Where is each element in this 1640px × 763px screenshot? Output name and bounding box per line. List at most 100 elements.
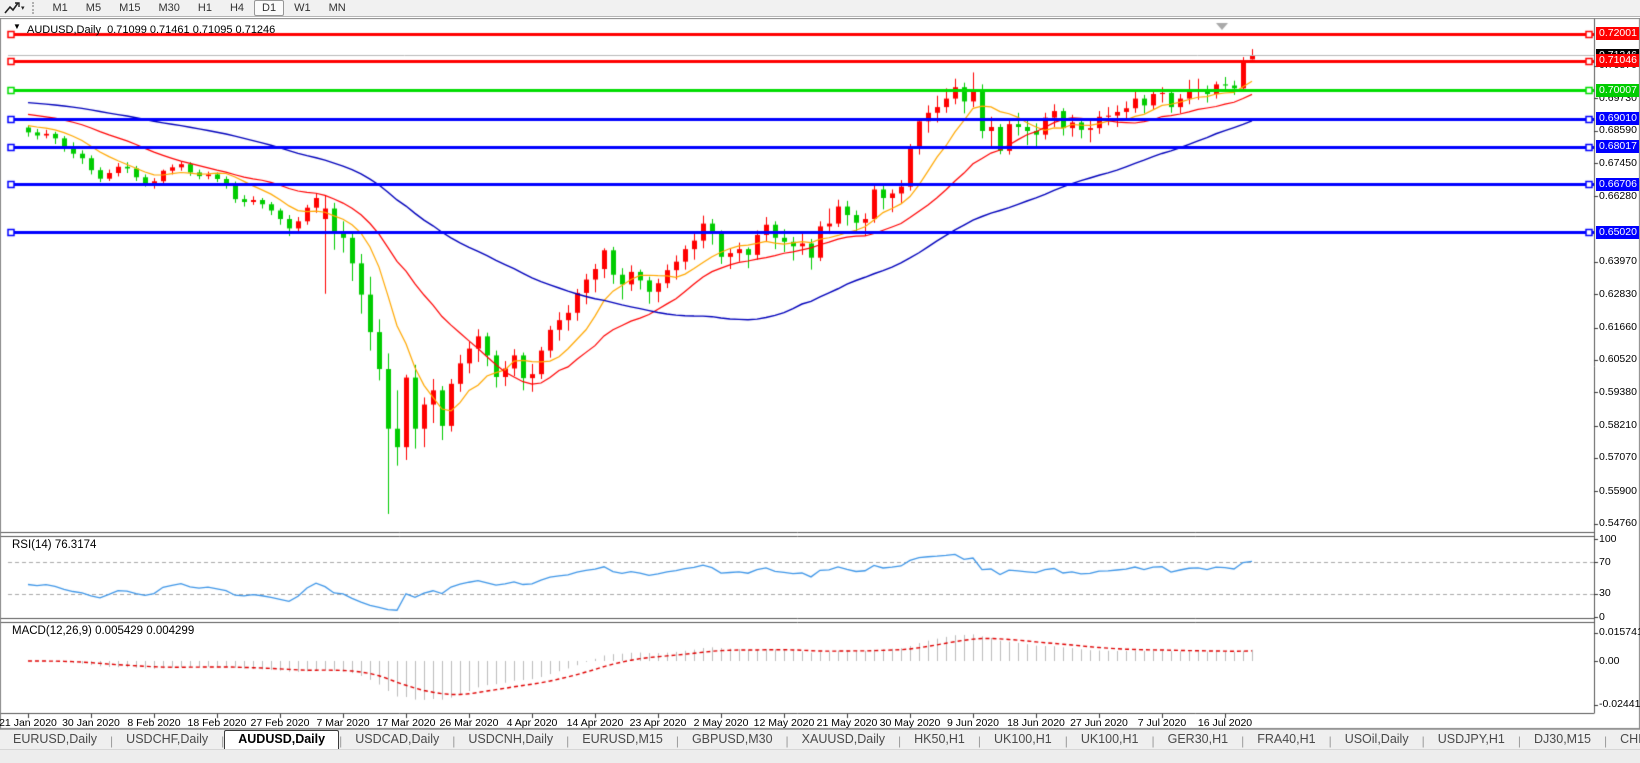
tool-dropdown-arrow-icon[interactable]: ▾ [21,5,25,12]
chart-tab-ger30-h1[interactable]: GER30,H1 [1167,732,1229,746]
price-tick-label: 0.57070 [1599,451,1637,464]
price-tick-label: 0.66280 [1599,189,1637,202]
chart-tab-uk100-h1[interactable]: UK100,H1 [1080,732,1139,746]
rsi-scale-label: 100 [1599,532,1617,545]
chart-tab-dj30-m15[interactable]: DJ30,M15 [1534,732,1591,746]
chart-tab-china300-h4[interactable]: CHINA300,H4 [1620,732,1640,746]
price-tick-label: 0.63970 [1599,255,1637,268]
tab-separator: | [1517,733,1522,748]
timeframe-button-m5[interactable]: M5 [85,2,102,14]
chart-tool-icon[interactable] [4,1,20,15]
chart-tab-usdjpy-h1[interactable]: USDJPY,H1 [1437,732,1505,746]
tab-separator: | [785,733,789,748]
macd-scale-label: 0.00 [1599,654,1620,667]
chart-tab-usdcad-daily[interactable]: USDCAD,Daily [355,732,440,746]
date-axis-label: 21 Jan 2020 [0,717,57,729]
date-axis-label: 26 Mar 2020 [439,717,499,729]
price-tick-label: 0.60520 [1599,353,1637,366]
tab-separator: | [1151,733,1155,748]
status-strip [0,749,1640,763]
timeframe-button-m15[interactable]: M15 [119,2,141,14]
chart-tab-usdchf-daily[interactable]: USDCHF,Daily [126,732,209,746]
timeframe-buttons: M1 M5 M15 M30 H1 H4 D1 W1 MN [44,0,355,16]
date-axis-label: 2 May 2020 [693,717,749,729]
date-axis-label: 17 Mar 2020 [376,717,436,729]
symbol-menu-arrow-icon[interactable]: ▼ [13,22,21,31]
price-tick-label: 0.62830 [1599,287,1637,300]
date-axis-label: 4 Apr 2020 [506,717,558,729]
chart-tab-fra40-h1[interactable]: FRA40,H1 [1257,732,1316,746]
timeframe-button-mn[interactable]: MN [328,2,346,14]
price-level-badge: 0.66706 [1596,177,1639,191]
chart-tab-gbpusd-m30[interactable]: GBPUSD,M30 [691,732,773,746]
macd-scale-label: -0.024412 [1599,698,1640,711]
chart-tab-xauusd-daily[interactable]: XAUUSD,Daily [801,732,886,746]
date-axis-label: 7 Mar 2020 [316,717,370,729]
tab-separator: | [110,733,114,748]
tab-separator: | [977,733,981,748]
chart-tab-eurusd-daily[interactable]: EURUSD,Daily [13,732,98,746]
timeframe-button-m30[interactable]: M30 [158,2,180,14]
date-axis-label: 23 Apr 2020 [629,717,687,729]
timeframe-button-h1[interactable]: H1 [197,2,212,14]
price-tick-label: 0.59380 [1599,385,1637,398]
date-axis-label: 16 Jul 2020 [1197,717,1253,729]
price-level-badge: 0.71046 [1596,54,1639,68]
tab-separator: | [566,733,570,748]
date-axis-label: 18 Jun 2020 [1007,717,1065,729]
rsi-indicator-label: RSI(14) 76.3174 [12,539,97,551]
date-axis-label: 27 Jun 2020 [1070,717,1128,729]
price-tick-label: 0.61660 [1599,321,1637,334]
chart-tab-usdcnh-daily[interactable]: USDCNH,Daily [468,732,554,746]
date-axis-label: 21 May 2020 [816,717,878,729]
tab-separator: | [1604,733,1608,748]
chart-tab-bar: EURUSD,Daily | USDCHF,Daily | AUDUSD,Daily | U… [0,729,1640,749]
toolbar-grip[interactable] [31,2,37,14]
chart-tab-usoil-daily[interactable]: USOil,Daily [1344,732,1409,746]
price-level-badge: 0.68017 [1596,140,1639,154]
chart-tab-eurusd-m15[interactable]: EURUSD,M15 [582,732,663,746]
price-tick-label: 0.67450 [1599,156,1637,169]
price-level-badge: 0.65020 [1596,225,1639,239]
timeframe-button-w1[interactable]: W1 [294,2,311,14]
tab-separator: | [221,733,225,748]
macd-indicator-label: MACD(12,26,9) 0.005429 0.004299 [12,625,195,637]
timeframe-button-m1[interactable]: M1 [52,2,68,14]
date-axis-label: 12 May 2020 [753,717,815,729]
price-tick-label: 0.54760 [1599,517,1637,530]
date-axis-label: 7 Jul 2020 [1137,717,1187,729]
date-axis-label: 18 Feb 2020 [187,717,247,729]
date-axis-label: 9 Jun 2020 [947,717,999,729]
price-level-badge: 0.69010 [1596,112,1639,126]
price-level-badge: 0.70007 [1596,83,1639,97]
tab-separator: | [675,733,679,748]
price-tick-label: 0.55900 [1599,484,1637,497]
tab-separator: | [1328,733,1332,748]
tab-separator: | [1064,733,1068,748]
tab-separator: | [1421,733,1425,748]
chart-tab-audusd-daily[interactable]: AUDUSD,Daily [224,730,340,749]
tab-separator: | [452,733,456,748]
chart-tab-uk100-h1[interactable]: UK100,H1 [994,732,1052,746]
date-axis-label: 30 May 2020 [879,717,941,729]
date-axis-label: 30 Jan 2020 [62,717,120,729]
timeframe-button-d1[interactable]: D1 [254,0,285,16]
tab-separator: | [1241,733,1245,748]
tab-separator: | [339,733,343,748]
chart-title-ohlc: AUDUSD,Daily 0.71099 0.71461 0.71095 0.7… [27,24,276,36]
rsi-scale-label: 30 [1599,587,1611,600]
price-level-badge: 0.72001 [1596,27,1639,41]
price-tick-label: 0.68590 [1599,124,1637,137]
macd-scale-label: 0.015741 [1599,626,1640,639]
chart-tab-hk50-h1[interactable]: HK50,H1 [914,732,965,746]
rsi-scale-label: 70 [1599,555,1611,568]
date-axis-label: 8 Feb 2020 [127,717,181,729]
chart-window: ▼ AUDUSD,Daily 0.71099 0.71461 0.71095 0… [0,18,1640,729]
price-chart-canvas[interactable] [0,18,1640,729]
date-axis-label: 14 Apr 2020 [566,717,624,729]
price-tick-label: 0.58210 [1599,419,1637,432]
timeframe-button-h4[interactable]: H4 [229,2,245,14]
date-axis-label: 27 Feb 2020 [250,717,310,729]
rsi-scale-label: 0 [1599,610,1605,623]
